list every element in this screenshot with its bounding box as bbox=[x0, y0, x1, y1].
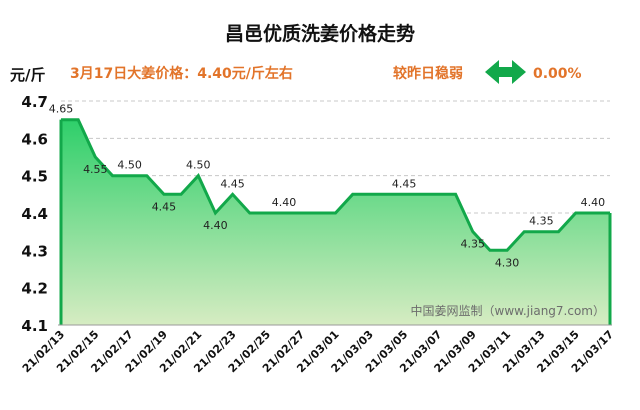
y-tick-label: 4.5 bbox=[21, 168, 48, 186]
data-label: 4.35 bbox=[461, 238, 486, 251]
compare-label: 较昨日稳弱 bbox=[393, 65, 463, 82]
data-label: 4.65 bbox=[49, 103, 74, 116]
data-label: 4.50 bbox=[117, 159, 142, 172]
data-label: 4.45 bbox=[220, 177, 245, 190]
data-label: 4.40 bbox=[272, 196, 297, 209]
y-tick-label: 4.6 bbox=[21, 130, 48, 148]
area-fill bbox=[61, 119, 610, 325]
data-label: 4.40 bbox=[581, 196, 606, 209]
data-label: 4.35 bbox=[529, 215, 554, 228]
chart-title: 昌邑优质洗姜价格走势 bbox=[225, 22, 415, 45]
y-axis-ticks: 4.1 4.2 4.3 4.4 4.5 4.6 4.7 bbox=[21, 93, 48, 335]
y-tick-label: 4.4 bbox=[21, 205, 48, 223]
price-note: 3月17日大姜价格：4.40元/斤左右 bbox=[70, 65, 293, 82]
data-label: 4.40 bbox=[203, 219, 228, 232]
data-label: 4.30 bbox=[495, 256, 520, 269]
data-label: 4.55 bbox=[83, 163, 108, 176]
left-right-arrow-icon bbox=[485, 60, 526, 84]
data-label: 4.45 bbox=[392, 177, 417, 190]
watermark: 中国姜网监制（www.jiang7.com） bbox=[411, 303, 605, 318]
change-percent: 0.00% bbox=[533, 66, 582, 82]
y-tick-label: 4.3 bbox=[21, 242, 48, 260]
series-line bbox=[61, 118, 610, 252]
y-tick-label: 4.7 bbox=[21, 93, 48, 111]
x-axis-ticks: 21/02/1321/02/1521/02/1721/02/1921/02/21… bbox=[20, 328, 616, 375]
area-series bbox=[58, 118, 612, 326]
data-labels: 4.65 4.55 4.50 4.45 4.50 4.40 4.45 4.40 4.45 4.35… bbox=[49, 103, 605, 270]
data-label: 4.45 bbox=[152, 200, 177, 213]
y-tick-label: 4.1 bbox=[21, 317, 48, 335]
unit-label: 元/斤 bbox=[10, 66, 45, 84]
data-label: 4.50 bbox=[186, 159, 211, 172]
y-tick-label: 4.2 bbox=[21, 280, 48, 298]
